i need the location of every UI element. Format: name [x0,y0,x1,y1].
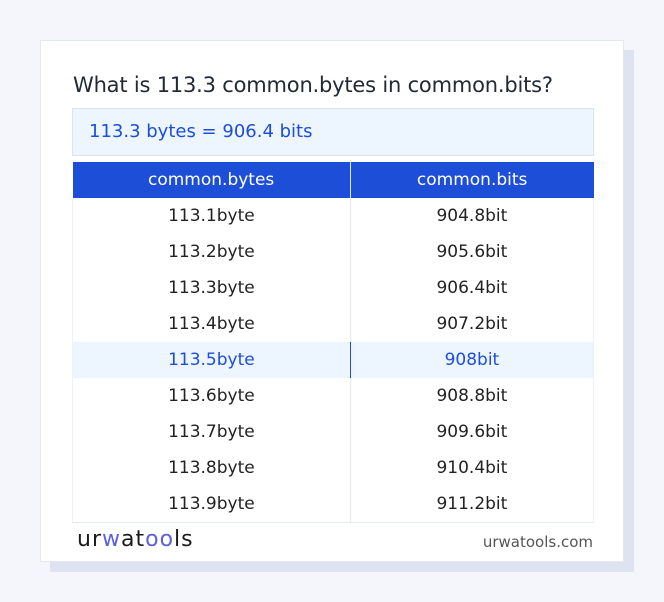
table-row: 113.6byte 908.8bit [72,378,595,414]
table-row: 113.4byte 907.2bit [72,306,595,342]
result-box: 113.3 bytes = 906.4 bits [72,108,594,156]
table-cell: 906.4bit [350,270,595,306]
table-row: 113.9byte 911.2bit [72,486,595,523]
table-cell: 113.2byte [72,234,351,270]
table-header-row: common.bytes common.bits [72,162,594,198]
table-cell: 113.9byte [72,486,351,523]
table-cell: 910.4bit [350,450,595,486]
converter-card: What is 113.3 common.bytes in common.bit… [40,40,624,562]
table-cell: 908bit [350,342,595,378]
table-cell: 113.3byte [72,270,351,306]
table-cell: 908.8bit [350,378,595,414]
table-cell: 904.8bit [350,198,595,234]
table-cell: 113.6byte [72,378,351,414]
table-row: 113.1byte 904.8bit [72,198,595,234]
column-header: common.bits [350,162,594,198]
urwatools-logo[interactable]: urwatools [77,527,194,552]
table-row: 113.7byte 909.6bit [72,414,595,450]
table-cell: 113.7byte [72,414,351,450]
table-row: 113.3byte 906.4bit [72,270,595,306]
table-cell: 909.6bit [350,414,595,450]
column-header: common.bytes [72,162,351,198]
conversion-table: common.bytes common.bits 113.1byte 904.8b… [72,162,595,523]
table-cell: 907.2bit [350,306,595,342]
table-cell: 911.2bit [350,486,595,523]
table-row: 113.8byte 910.4bit [72,450,595,486]
table-row: 113.5byte 908bit [72,342,595,378]
site-url[interactable]: urwatools.com [482,533,593,551]
table-cell: 905.6bit [350,234,595,270]
page-title: What is 113.3 common.bytes in common.bit… [73,73,553,97]
table-cell: 113.1byte [72,198,351,234]
table-cell: 113.5byte [72,342,351,378]
table-row: 113.2byte 905.6bit [72,234,595,270]
table-cell: 113.8byte [72,450,351,486]
table-cell: 113.4byte [72,306,351,342]
